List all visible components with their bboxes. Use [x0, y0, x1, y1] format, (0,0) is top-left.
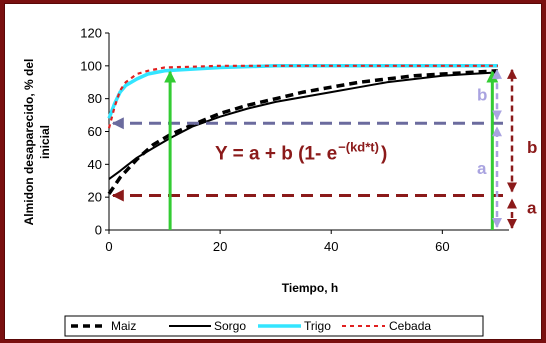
legend-label-trigo: Trigo [304, 319, 331, 333]
y-tick-label: 100 [80, 58, 102, 73]
chart-frame: 0 20 40 60 80 100 120 0 20 40 60 Y = a + b (1- e −… [4, 3, 542, 340]
equation-text: Y = a + b (1- e [215, 143, 337, 164]
series-layer [107, 64, 499, 195]
series-line-cebada [107, 64, 498, 129]
y-tick-label: 20 [88, 190, 102, 205]
chart: 0 20 40 60 80 100 120 0 20 40 60 Y = a + b (1- e −… [22, 26, 537, 337]
annotations: Y = a + b (1- e −(kd*t)) a b a b [111, 68, 537, 230]
x-tick-label: 20 [213, 239, 227, 254]
legend: Maiz Sorgo Trigo Cebada [64, 315, 484, 337]
equation-close: ) [381, 143, 387, 164]
y-tick-label: 60 [88, 124, 102, 139]
y-axis-label-line2: inicial [38, 125, 52, 159]
legend-label-maiz: Maiz [111, 319, 136, 333]
axes: 0 20 40 60 80 100 120 0 20 40 60 [80, 26, 509, 254]
y-tick-label: 80 [88, 91, 102, 106]
series-line-maiz [107, 69, 499, 195]
legend-label-sorgo: Sorgo [214, 319, 246, 333]
y-tick-label: 40 [88, 157, 102, 172]
x-tick-label: 60 [435, 239, 449, 254]
legend-label-cebada: Cebada [389, 319, 431, 333]
y-axis-label-line1: Almidon desaparecido, % del [22, 59, 36, 226]
x-tick-label: 0 [105, 239, 112, 254]
label-a-inner: a [477, 159, 487, 178]
y-tick-label: 0 [95, 223, 102, 238]
x-axis-label: Tiempo, h [282, 281, 338, 295]
equation-exponent: −(kd*t) [338, 139, 379, 154]
label-a-outer: a [527, 199, 537, 218]
label-b-inner: b [477, 85, 487, 104]
x-tick-label: 40 [324, 239, 338, 254]
label-b-outer: b [527, 138, 537, 157]
y-tick-label: 120 [80, 26, 102, 41]
